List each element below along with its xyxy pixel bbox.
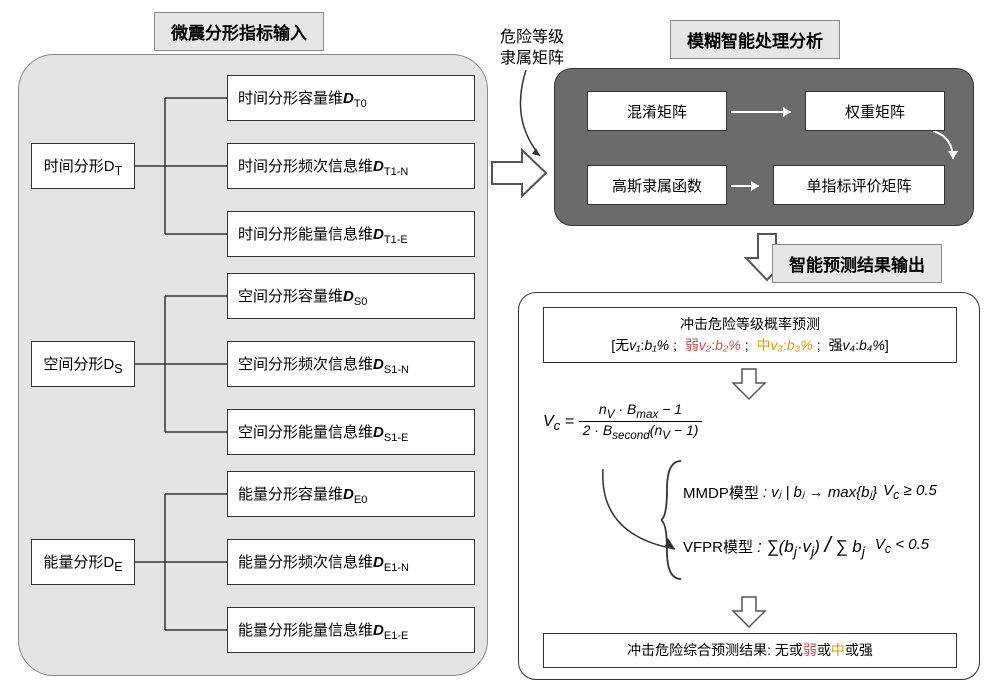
mmdp-row: MMDP模型 : vⱼ | bⱼ → max{bⱼ} Vc ≥ 0.5 [683,465,981,519]
dark-box-gaussian: 高斯隶属函数 [587,165,727,205]
dark-arrow-icon [933,131,963,169]
group-label: 空间分形DS [31,341,135,387]
brace-icon [661,459,683,581]
prob-items: [无v₁:b₁%; 弱v₂:b₂%; 中v₃:b₃%; 强v₄:b₄%] [552,335,948,356]
group-time: 时间分形DT 时间分形容量维DT0 时间分形频次信息维DT1-N 时间分形能量信… [31,69,475,267]
sub-box: 时间分形容量维DT0 [227,75,475,121]
dark-arrow-icon [731,179,769,193]
dark-box-single-eval: 单指标评价矩阵 [773,165,945,205]
sub-box: 时间分形频次信息维DT1-N [227,143,475,189]
sub-box: 空间分形能量信息维DS1-E [227,409,475,455]
sub-box: 时间分形能量信息维DT1-E [227,211,475,257]
annotation-text: 危险等级 隶属矩阵 [500,28,564,70]
big-arrow-icon [490,146,548,205]
connector [135,273,227,455]
group-label: 能量分形DE [31,539,135,585]
left-panel: 时间分形DT 时间分形容量维DT0 时间分形频次信息维DT1-N 时间分形能量信… [18,54,488,676]
final-result-box: 冲击危险综合预测结果: 无或弱或中或强 [543,633,957,668]
connector [135,471,227,653]
annotation-arrow-icon [516,70,518,152]
sub-box: 空间分形容量维DS0 [227,273,475,319]
sub-box: 空间分形频次信息维DS1-N [227,341,475,387]
dark-arrow-icon [731,105,801,119]
vfpr-row: VFPR模型 : ∑(bj·vj) / ∑ bj Vc < 0.5 [683,519,981,573]
left-title: 微震分形指标输入 [154,12,324,51]
sub-box: 能量分形容量维DE0 [227,471,475,517]
dark-panel: 混淆矩阵 权重矩阵 高斯隶属函数 单指标评价矩阵 [554,68,974,226]
group-label: 时间分形DT [31,143,135,189]
sub-box: 能量分形频次信息维DE1-N [227,539,475,585]
group-energy: 能量分形DE 能量分形容量维DE0 能量分形频次信息维DE1-N 能量分形能量信… [31,465,475,663]
down-arrow-icon [729,595,769,629]
prob-box: 冲击危险等级概率预测 [无v₁:b₁%; 弱v₂:b₂%; 中v₃:b₃%; 强… [543,307,957,363]
dark-panel-title: 模糊智能处理分析 [670,20,840,59]
models: MMDP模型 : vⱼ | bⱼ → max{bⱼ} Vc ≥ 0.5 VFPR… [683,465,981,573]
connector [135,75,227,257]
down-arrow-icon [729,367,769,401]
prob-header: 冲击危险等级概率预测 [552,314,948,335]
dark-box-weight: 权重矩阵 [805,91,945,131]
output-title: 智能预测结果输出 [772,244,942,283]
formula-area: Vc = nV · Bmax − 1 2 · Bsecond(nV − 1) M… [543,401,957,601]
group-space: 空间分形DS 空间分形容量维DS0 空间分形频次信息维DS1-N 空间分形能量信… [31,267,475,465]
vc-formula: Vc = nV · Bmax − 1 2 · Bsecond(nV − 1) [543,401,702,442]
output-panel: 冲击危险等级概率预测 [无v₁:b₁%; 弱v₂:b₂%; 中v₃:b₃%; 强… [518,292,980,680]
dark-box-confusion: 混淆矩阵 [587,91,727,131]
sub-box: 能量分形能量信息维DE1-E [227,607,475,653]
